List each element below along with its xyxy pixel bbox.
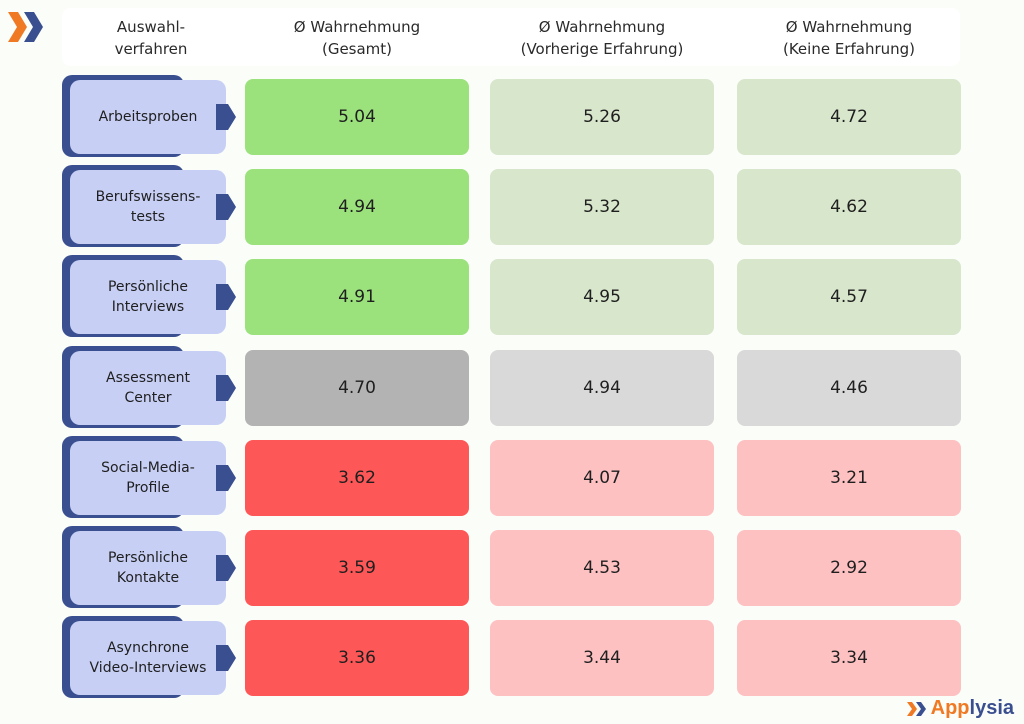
- cell-none: 3.34: [737, 620, 961, 696]
- brand-text-navy: lysia: [969, 697, 1014, 719]
- row-label-box: Assessment Center: [70, 351, 226, 425]
- arrow-right-icon: [216, 284, 236, 310]
- cell-none: 3.21: [737, 440, 961, 516]
- cell-prior: 5.32: [490, 169, 714, 245]
- cell-prior: 4.94: [490, 350, 714, 426]
- cell-total: 4.94: [245, 169, 469, 245]
- arrow-right-icon: [216, 465, 236, 491]
- row-label-text: Center: [124, 390, 172, 406]
- row-label-text: tests: [130, 209, 166, 225]
- row-label-box: Persönliche Interviews: [70, 260, 226, 334]
- row-label-box: Persönliche Kontakte: [70, 531, 226, 605]
- header-bar: [62, 8, 960, 66]
- cell-total: 3.36: [245, 620, 469, 696]
- row-label-box: Arbeitsproben: [70, 80, 226, 154]
- row-label-box: Berufswissens-tests: [70, 170, 226, 244]
- row-label-text: Asynchrone: [106, 640, 190, 656]
- row-label: Persönliche Interviews: [62, 255, 240, 337]
- brand-logo: App lysia: [906, 697, 1014, 720]
- header-total-line2: (Gesamt): [321, 40, 393, 58]
- arrow-right-icon: [216, 375, 236, 401]
- cell-total: 5.04: [245, 79, 469, 155]
- header-total: Ø Wahrnehmung (Gesamt): [245, 14, 469, 62]
- header-prior-line1: Ø Wahrnehmung: [538, 18, 666, 36]
- arrow-right-icon: [216, 194, 236, 220]
- cell-prior: 4.95: [490, 259, 714, 335]
- cell-total: 4.70: [245, 350, 469, 426]
- row-label-box: Social-Media- Profile: [70, 441, 226, 515]
- header-method-line2: verfahren: [114, 40, 188, 58]
- row-label: Persönliche Kontakte: [62, 526, 240, 608]
- header-method: Auswahl- verfahren: [62, 14, 240, 62]
- row-label-text: Persönliche: [107, 279, 188, 295]
- header-method-line1: Auswahl-: [116, 18, 186, 36]
- header-prior: Ø Wahrnehmung (Vorherige Erfahrung): [490, 14, 714, 62]
- logo-chevrons-icon: [8, 12, 43, 42]
- header-none: Ø Wahrnehmung (Keine Erfahrung): [737, 14, 961, 62]
- header-total-line1: Ø Wahrnehmung: [293, 18, 421, 36]
- cell-prior: 4.53: [490, 530, 714, 606]
- row-label: Assessment Center: [62, 346, 240, 428]
- cell-total: 3.59: [245, 530, 469, 606]
- cell-none: 2.92: [737, 530, 961, 606]
- row-label-box: Asynchrone Video-Interviews: [70, 621, 226, 695]
- arrow-right-icon: [216, 104, 236, 130]
- row-label-text: Arbeitsproben: [98, 109, 198, 125]
- cell-total: 4.91: [245, 259, 469, 335]
- brand-chevrons-icon: [906, 701, 926, 716]
- row-label-text: Social-Media-: [101, 460, 195, 476]
- cell-none: 4.72: [737, 79, 961, 155]
- row-label: Arbeitsproben: [62, 75, 240, 157]
- cell-none: 4.62: [737, 169, 961, 245]
- row-label-text: Video-Interviews: [89, 660, 207, 676]
- row-label-text: Berufswissens-: [95, 189, 201, 205]
- row-label: Social-Media- Profile: [62, 436, 240, 518]
- row-label-text: Interviews: [111, 299, 185, 315]
- cell-none: 4.46: [737, 350, 961, 426]
- row-label: Asynchrone Video-Interviews: [62, 616, 240, 698]
- row-label-text: Kontakte: [116, 570, 180, 586]
- row-label-text: Profile: [126, 480, 170, 496]
- header-none-line2: (Keine Erfahrung): [782, 40, 916, 58]
- header-none-line1: Ø Wahrnehmung: [785, 18, 913, 36]
- cell-none: 4.57: [737, 259, 961, 335]
- row-label-text: Persönliche: [107, 550, 188, 566]
- cell-total: 3.62: [245, 440, 469, 516]
- cell-prior: 4.07: [490, 440, 714, 516]
- header-prior-line2: (Vorherige Erfahrung): [520, 40, 684, 58]
- brand-text-orange: App: [930, 697, 970, 719]
- cell-prior: 3.44: [490, 620, 714, 696]
- arrow-right-icon: [216, 645, 236, 671]
- cell-prior: 5.26: [490, 79, 714, 155]
- arrow-right-icon: [216, 555, 236, 581]
- row-label: Berufswissens-tests: [62, 165, 240, 247]
- row-label-text: Assessment: [106, 370, 190, 386]
